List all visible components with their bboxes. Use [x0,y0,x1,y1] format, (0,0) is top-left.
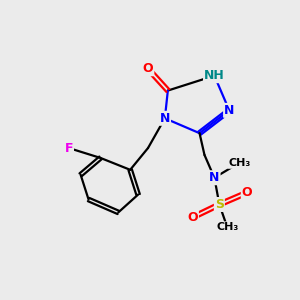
Text: F: F [64,142,73,154]
Text: NH: NH [204,69,225,82]
Text: O: O [143,62,153,75]
Text: CH₃: CH₃ [228,158,250,168]
Text: CH₃: CH₃ [216,222,238,232]
Text: O: O [187,211,198,224]
Text: N: N [209,171,220,184]
Text: O: O [242,186,252,199]
Text: N: N [224,104,234,117]
Text: S: S [215,198,224,211]
Text: N: N [160,112,170,125]
